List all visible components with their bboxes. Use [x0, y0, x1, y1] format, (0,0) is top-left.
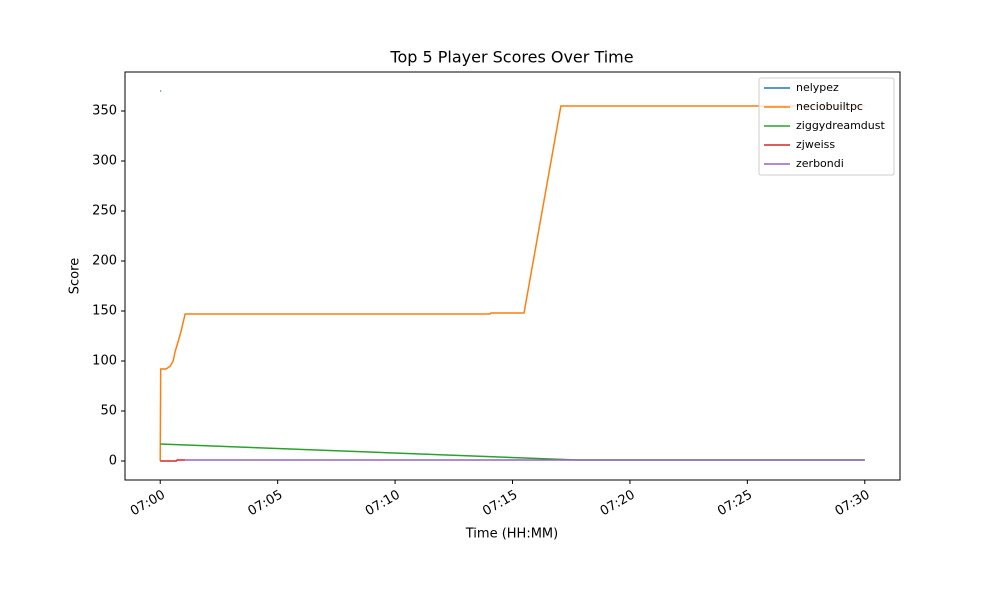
legend-label: nelypez: [796, 81, 839, 94]
y-tick-label: 50: [100, 404, 117, 419]
legend: nelypez neciobuiltpc ziggydreamdust zjweiss…: [758, 77, 895, 176]
legend-frame: [758, 77, 895, 176]
chart-title: Top 5 Player Scores Over Time: [389, 48, 633, 67]
y-tick-label: 350: [92, 104, 117, 119]
y-tick-label: 100: [92, 354, 117, 369]
y-tick-label: 300: [92, 154, 117, 169]
legend-label: zjweiss: [796, 138, 835, 151]
legend-label: zerbondi: [796, 157, 844, 170]
y-tick-label: 200: [92, 254, 117, 269]
legend-label: ziggydreamdust: [796, 119, 885, 132]
y-tick-label: 250: [92, 204, 117, 219]
y-tick-label: 150: [92, 304, 117, 319]
y-tick-label: 0: [109, 454, 117, 469]
plot-area: [159, 90, 865, 462]
legend-label: neciobuiltpc: [796, 100, 863, 113]
x-axis-label: Time (HH:MM): [465, 527, 558, 542]
series-line: [159, 105, 865, 462]
series-line: [160, 459, 186, 462]
y-axis-label: Score: [68, 258, 83, 294]
